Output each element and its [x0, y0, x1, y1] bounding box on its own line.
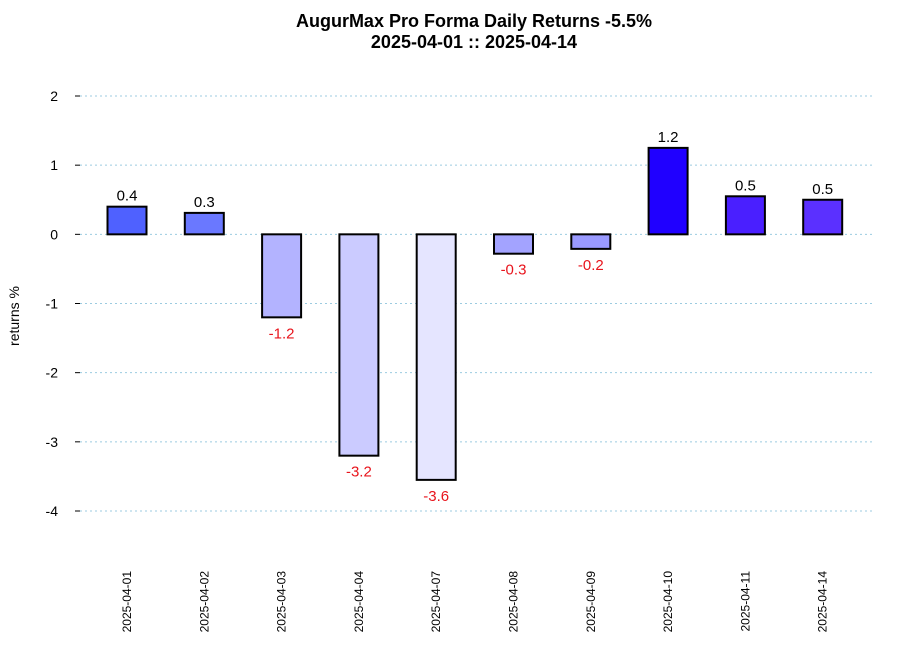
- bar: [570, 233, 612, 250]
- data-label: 0.5: [735, 177, 756, 194]
- data-label: -0.3: [501, 262, 527, 279]
- data-label: 0.3: [194, 194, 215, 211]
- x-tick-label: 2025-04-07: [429, 571, 443, 633]
- x-tick-label: 2025-04-08: [507, 571, 521, 633]
- x-tick-label: 2025-04-04: [352, 571, 366, 633]
- data-label: -0.2: [578, 257, 604, 274]
- bar: [724, 195, 766, 236]
- y-tick-label: 0: [50, 226, 58, 242]
- data-label: 0.5: [812, 181, 833, 198]
- y-tick-label: -2: [46, 365, 59, 381]
- data-label: 0.4: [117, 188, 138, 205]
- data-label: -3.6: [423, 488, 449, 505]
- x-axis: 2025-04-01 2025-04-02 2025-04-03 2025-04-04…: [120, 571, 830, 633]
- data-label: -1.2: [269, 325, 295, 342]
- y-tick-label: -3: [46, 434, 59, 450]
- x-tick-label: 2025-04-11: [738, 571, 752, 632]
- data-label: -3.2: [346, 464, 372, 481]
- bar: [183, 211, 225, 236]
- x-tick-label: 2025-04-10: [661, 571, 675, 633]
- x-tick-label: 2025-04-14: [816, 571, 830, 633]
- y-axis-label: returns %: [6, 286, 22, 346]
- data-labels: 0.4 0.3 -1.2 -3.2 -3.6 -0.3 -0.2 1.2 0.5 0.5: [117, 129, 834, 505]
- bar: [493, 233, 534, 255]
- bar: [802, 198, 844, 236]
- chart-subtitle: 2025-04-01 :: 2025-04-14: [371, 32, 577, 52]
- chart-title: AugurMax Pro Forma Daily Returns -5.5%: [296, 11, 652, 31]
- data-label: 1.2: [658, 129, 679, 146]
- x-tick-label: 2025-04-02: [197, 571, 211, 633]
- bar: [261, 233, 303, 319]
- bar: [106, 205, 148, 236]
- x-tick-label: 2025-04-09: [584, 571, 598, 633]
- bar: [647, 146, 689, 236]
- grid: [80, 95, 872, 512]
- y-tick-label: -4: [46, 503, 59, 519]
- y-tick-label: 1: [50, 157, 58, 173]
- y-tick-label: 2: [50, 88, 58, 104]
- bars: [106, 146, 844, 481]
- x-tick-label: 2025-04-01: [120, 571, 134, 633]
- y-axis: 2 1 0 -1 -2 -3 -4: [46, 88, 80, 519]
- x-tick-label: 2025-04-03: [275, 571, 289, 633]
- y-tick-label: -1: [46, 296, 59, 312]
- bar: [415, 233, 457, 481]
- bar: [338, 233, 380, 457]
